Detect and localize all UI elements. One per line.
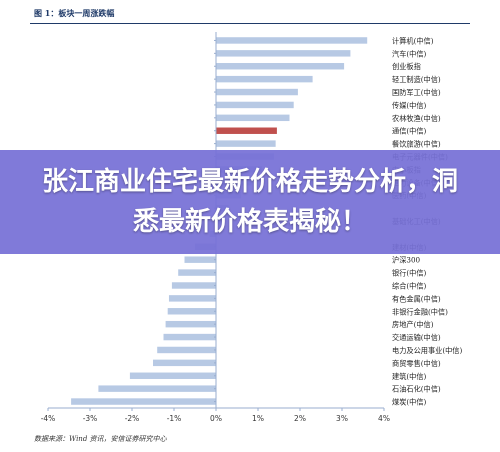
category-label: 农林牧渔(中信): [392, 114, 441, 123]
title-divider: [30, 23, 470, 24]
category-label: 汽车(中信): [392, 49, 427, 58]
bar: [163, 333, 216, 341]
bar: [71, 398, 216, 405]
figure-title: 图 1：板块一周涨跌幅: [34, 8, 115, 18]
category-label: 石油石化(中信): [392, 385, 441, 394]
category-label: 计算机(中信): [392, 36, 434, 45]
category-label: 银行(中信): [392, 269, 427, 278]
headline-text: 张江商业住宅最新价格走势分析，洞悉最新价格表揭秘！: [41, 167, 458, 237]
bar: [153, 359, 216, 367]
bar: [157, 346, 216, 354]
x-tick-label: -3%: [83, 414, 98, 423]
category-label: 有色金属(中信): [392, 294, 441, 303]
bar: [167, 308, 216, 315]
category-label: 非银行金融(中信): [392, 307, 448, 316]
category-label: 商贸零售(中信): [392, 359, 441, 368]
category-label: 传媒(中信): [392, 101, 427, 110]
x-tick-label: 0%: [210, 414, 222, 423]
x-tick-label: -2%: [125, 414, 140, 423]
category-label: 创业板指: [392, 62, 421, 71]
bar: [98, 385, 216, 392]
category-label: 国防军工(中信): [392, 88, 441, 97]
bar: [184, 256, 216, 263]
x-tick-label: 2%: [294, 414, 306, 423]
category-label: 电力及公用事业(中信): [392, 346, 462, 355]
category-label: 餐饮旅游(中信): [392, 140, 441, 149]
bar: [168, 295, 216, 302]
bar: [216, 114, 290, 122]
category-label: 房地产(中信): [392, 320, 434, 329]
category-label: 轻工制造(中信): [392, 75, 441, 84]
bar: [216, 75, 313, 83]
x-tick-label: 1%: [252, 414, 264, 423]
x-tick-label: -1%: [167, 414, 182, 423]
bar: [216, 88, 298, 96]
bar: [216, 101, 294, 109]
category-label: 通信(中信): [392, 127, 427, 136]
bar: [216, 50, 351, 57]
bar: [216, 140, 276, 147]
category-label: 建筑(中信): [392, 372, 427, 381]
x-tick-label: 4%: [378, 414, 390, 423]
data-source-note: 数据来源：Wind 资讯，安信证券研究中心: [34, 435, 167, 443]
bar: [216, 63, 345, 70]
headline-banner: 张江商业住宅最新价格走势分析，洞悉最新价格表揭秘！: [0, 150, 500, 254]
category-label: 煤炭(中信): [392, 398, 427, 407]
bar: [216, 127, 277, 134]
category-label: 沪深300: [392, 256, 421, 265]
bar: [171, 282, 216, 289]
x-tick-label: -4%: [41, 414, 56, 423]
x-tick-label: 3%: [336, 414, 348, 423]
bar: [129, 372, 216, 379]
category-label: 交通运输(中信): [392, 333, 441, 342]
bar: [216, 37, 368, 44]
category-label: 综合(中信): [392, 281, 427, 290]
bar: [178, 269, 216, 276]
bar: [165, 320, 216, 328]
